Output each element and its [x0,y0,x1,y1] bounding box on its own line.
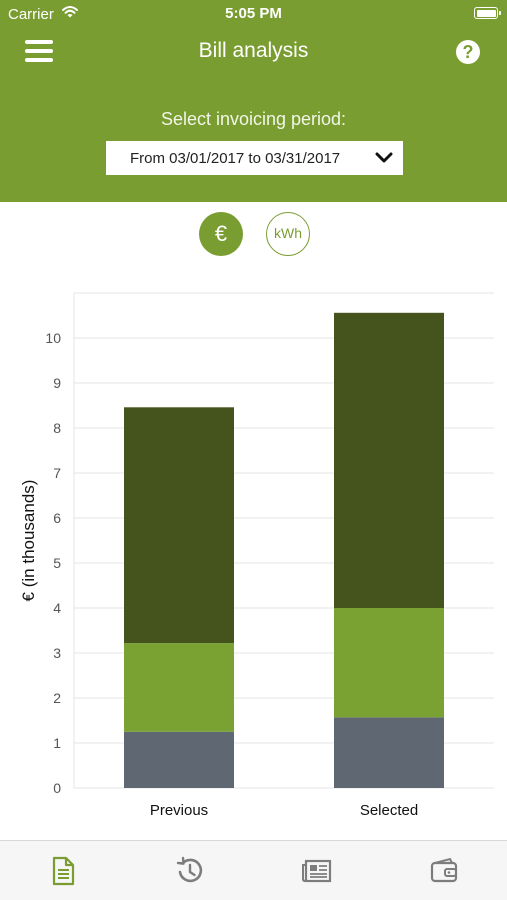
y-tick-label: 0 [53,780,61,796]
newspaper-icon [302,859,332,883]
y-tick-label: 7 [53,465,61,481]
y-tick-label: 5 [53,555,61,571]
period-label: Select invoicing period: [160,109,347,129]
y-tick-label: 1 [53,735,61,751]
help-icon[interactable]: ? [456,40,480,64]
hamburger-menu-icon[interactable] [25,40,53,62]
bar-segment [124,407,234,644]
bill-chart: 0 1 2 3 4 5 6 7 8 9 10 € (in thousands) Previous Sele… [19,292,494,819]
tab-wallet[interactable] [428,855,460,887]
bar-segment [334,717,444,788]
status-bar: Carrier 5:05 PM [0,0,507,28]
period-select[interactable]: From 03/01/2017 to 03/31/2017 [106,141,403,175]
y-tick-label: 6 [53,510,61,526]
period-select-value: From 03/01/2017 to 03/31/2017 [130,150,341,167]
bar-segment [334,312,444,608]
y-tick-label: 2 [53,690,61,706]
tab-news[interactable] [301,855,333,887]
tab-history[interactable] [174,855,206,887]
x-category-label: Selected [360,802,418,819]
tab-bill[interactable] [47,855,79,887]
chevron-down-icon [375,152,393,163]
page-title: Bill analysis [198,39,309,62]
document-icon [52,856,75,886]
clock: 5:05 PM [225,5,282,22]
bar-segment [334,608,444,718]
wifi-icon [62,6,78,18]
bar-segment [124,731,234,788]
kwh-toggle-button[interactable]: kWh [266,212,310,256]
carrier-label: Carrier [8,6,54,23]
y-tick-label: 3 [53,645,61,661]
battery-icon [474,7,501,19]
y-axis-label: € (in thousands) [19,480,38,602]
x-category-label: Previous [150,802,208,819]
history-icon [176,856,203,883]
y-tick-label: 8 [53,420,61,436]
y-tick-label: 10 [45,330,61,346]
app-header: Carrier 5:05 PM Bill analysis ? Select i… [0,0,507,202]
y-tick-label: 4 [53,600,61,616]
tab-bar [0,840,507,900]
y-tick-label: 9 [53,375,61,391]
euro-toggle-button[interactable]: € [199,212,243,256]
wallet-icon [430,857,458,883]
bar-segment [124,643,234,732]
